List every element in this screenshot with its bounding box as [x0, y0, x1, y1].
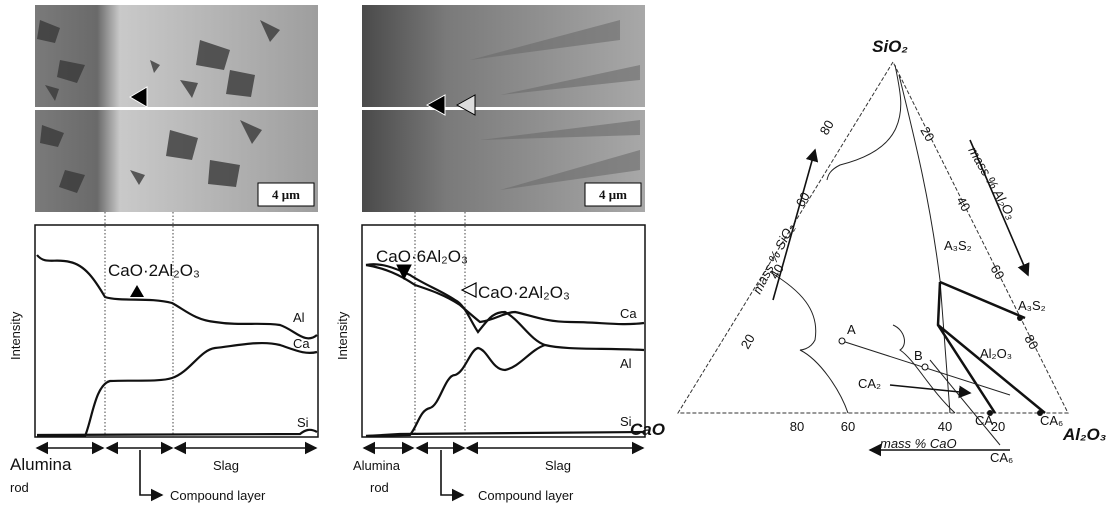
y-axis-label: Intensity: [335, 311, 350, 360]
axis-title: mass % SiO₂: [749, 221, 797, 296]
corner-label: SiO₂: [872, 37, 908, 56]
curve-label: Si: [620, 414, 632, 429]
tick-label: 60: [987, 262, 1007, 282]
curve-label: Si: [297, 415, 309, 430]
phase-label: CaO·2Al₂O₃: [108, 261, 200, 280]
region-label: Alumina: [353, 458, 401, 473]
curve-label: Ca: [620, 306, 637, 321]
scale-bar-label: 4 μm: [272, 187, 300, 202]
curve-label: Ca: [293, 336, 310, 351]
phase-label: CA: [975, 413, 993, 428]
tick-label: 20: [738, 331, 758, 351]
tick-label: 60: [793, 189, 813, 209]
corner-label: Al₂O₃: [1062, 425, 1106, 444]
region-label: Alumina: [10, 455, 72, 474]
phase-label: A: [847, 322, 856, 337]
curve-label: Al: [620, 356, 632, 371]
region-label: Slag: [545, 458, 571, 473]
micrograph: 4 μm: [362, 5, 645, 212]
tick-label: 60: [841, 419, 855, 434]
scale-bar-label: 4 μm: [599, 187, 627, 202]
tick-label: 40: [938, 419, 952, 434]
region-label: rod: [370, 480, 389, 495]
tick-label: 20: [917, 124, 937, 144]
tick-label: 80: [790, 419, 804, 434]
micrograph: 4 μm: [35, 5, 318, 212]
region-label: rod: [10, 480, 29, 495]
ternary-diagram: SiO₂ CaO Al₂O₃ mass % SiO₂ mass % Al₂O₃ …: [630, 37, 1106, 465]
tick-label: 40: [767, 261, 787, 281]
corner-label: CaO: [630, 420, 665, 439]
region-label: Compound layer: [170, 488, 266, 503]
region-label: Compound layer: [478, 488, 574, 503]
tick-label: 20: [991, 419, 1005, 434]
line-profile: CaO·6Al₂O₃ CaO·2Al₂O₃ Ca Al Si Intensity…: [335, 212, 646, 503]
y-axis-label: Intensity: [8, 311, 23, 360]
curve-label: Al: [293, 310, 305, 325]
region-label: Slag: [213, 458, 239, 473]
tick-label: 80: [817, 117, 837, 137]
phase-label: CaO·6Al₂O₃: [376, 247, 468, 266]
tick-label: 40: [953, 194, 973, 214]
phase-label: B: [914, 348, 923, 363]
phase-label: Al₂O₃: [980, 346, 1012, 361]
phase-label: CA₆: [990, 450, 1013, 465]
phase-label: A₃S₂: [1018, 298, 1046, 313]
phase-label: A₃S₂: [944, 238, 972, 253]
line-profile: CaO·2Al₂O₃ Al Ca Si Intensity Alumina ro…: [8, 212, 319, 503]
phase-label: CA₆: [1040, 413, 1063, 428]
tick-label: 80: [1021, 332, 1041, 352]
axis-title: mass % CaO: [880, 436, 957, 451]
axis-title: mass % Al₂O₃: [965, 144, 1019, 222]
phase-label: CA₂: [858, 376, 881, 391]
phase-label: CaO·2Al₂O₃: [478, 283, 570, 302]
